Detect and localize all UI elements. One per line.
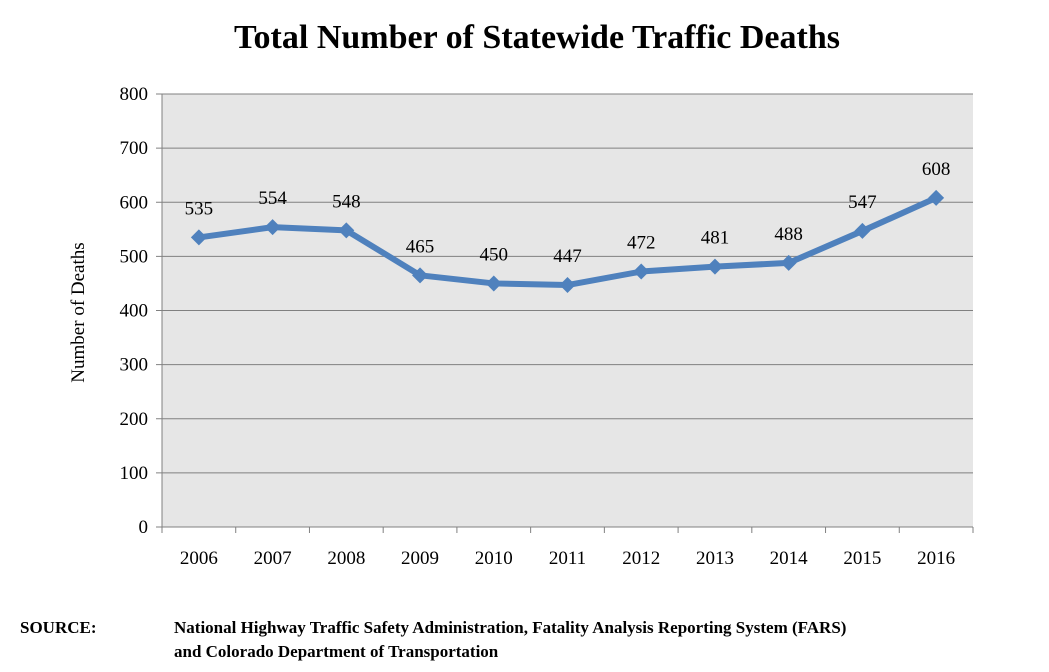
data-point-2007 <box>264 219 281 236</box>
data-label-2007: 554 <box>258 188 287 209</box>
data-label-2012: 472 <box>627 233 656 254</box>
data-labels: 535 554 548 465 450 447 472 481 488 547 608 <box>185 159 951 267</box>
x-axis-ticks: 2006 2007 2008 2009 2010 2011 2012 2013 2014 2015… <box>161 527 974 569</box>
x-tick-label-2006: 2006 <box>180 548 218 569</box>
x-tick-label-2010: 2010 <box>475 548 513 569</box>
y-tick-label-400: 400 <box>120 301 149 322</box>
y-tick-label-100: 100 <box>120 463 149 484</box>
y-tick-label-500: 500 <box>120 246 149 267</box>
data-label-2015: 547 <box>848 192 877 213</box>
y-tick-label-0: 0 <box>139 517 149 538</box>
data-label-2014: 488 <box>774 224 803 245</box>
y-tick-label-800: 800 <box>120 84 149 105</box>
x-tick-label-2016: 2016 <box>917 548 955 569</box>
data-label-2008: 548 <box>332 191 361 212</box>
source-line-1: National Highway Traffic Safety Administ… <box>174 618 847 637</box>
y-axis-ticks: 0 100 200 300 400 500 600 700 800 <box>120 84 162 538</box>
y-tick-label-600: 600 <box>120 192 149 213</box>
gridlines <box>162 93 973 474</box>
data-point-2013 <box>706 258 723 275</box>
source-label: SOURCE: <box>20 618 97 637</box>
x-tick-label-2015: 2015 <box>843 548 881 569</box>
x-tick-label-2007: 2007 <box>254 548 292 569</box>
data-point-2010 <box>485 275 502 292</box>
data-point-2008 <box>338 222 355 239</box>
y-axis-label: Number of Deaths <box>68 242 89 382</box>
data-point-2006 <box>190 229 207 246</box>
data-point-2011 <box>559 277 576 294</box>
data-label-2010: 450 <box>480 244 509 265</box>
data-point-2016 <box>928 189 945 206</box>
data-point-2015 <box>854 222 871 239</box>
data-label-2011: 447 <box>553 246 582 267</box>
data-label-2009: 465 <box>406 236 435 257</box>
x-tick-label-2013: 2013 <box>696 548 734 569</box>
x-tick-label-2008: 2008 <box>327 548 365 569</box>
data-label-2016: 608 <box>922 159 951 180</box>
data-point-2009 <box>412 267 429 284</box>
y-tick-label-700: 700 <box>120 138 149 159</box>
data-label-2013: 481 <box>701 228 730 249</box>
x-tick-label-2014: 2014 <box>770 548 809 569</box>
x-tick-label-2011: 2011 <box>549 548 586 569</box>
y-tick-label-200: 200 <box>120 409 149 430</box>
line-chart: Total Number of Statewide Traffic Deaths… <box>68 19 974 569</box>
source-text: National Highway Traffic Safety Administ… <box>174 616 1034 664</box>
data-point-2014 <box>780 254 797 271</box>
series-traffic-deaths <box>190 189 945 294</box>
x-tick-label-2012: 2012 <box>622 548 660 569</box>
source-line-2: and Colorado Department of Transportatio… <box>174 642 499 661</box>
y-tick-label-300: 300 <box>120 355 149 376</box>
chart-title: Total Number of Statewide Traffic Deaths <box>234 19 840 56</box>
x-tick-label-2009: 2009 <box>401 548 439 569</box>
data-point-2012 <box>633 263 650 280</box>
data-label-2006: 535 <box>185 198 214 219</box>
